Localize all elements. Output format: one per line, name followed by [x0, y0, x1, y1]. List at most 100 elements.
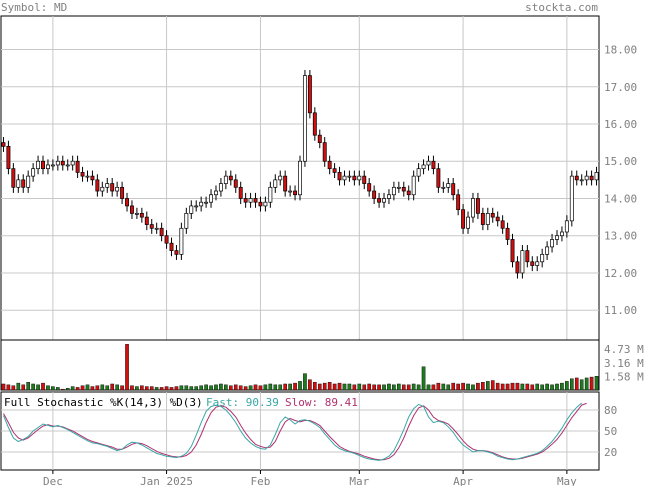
candle-body	[584, 175, 589, 181]
volume-bar	[16, 382, 21, 391]
stochastic-slow-line	[3, 402, 587, 461]
volume-bar	[238, 385, 243, 391]
volume-bar	[525, 383, 530, 391]
volume-axis: 1.58 M3.16 M4.73 M	[604, 343, 644, 383]
volume-bar	[154, 387, 159, 391]
price-axis: 11.00 12.00 13.00 14.00 15.00 16.00 17.00 18.00	[604, 44, 637, 318]
candle-body	[159, 227, 164, 237]
volume-bar	[26, 382, 30, 391]
candle-body	[194, 205, 199, 208]
volume-bar	[60, 388, 65, 391]
candle-body	[139, 213, 144, 218]
volume-bar	[342, 383, 347, 391]
volume-bar	[550, 384, 554, 391]
candle-body	[209, 194, 213, 203]
volume-bar	[451, 382, 456, 391]
volume-bar	[219, 383, 223, 391]
volume-bar	[90, 386, 95, 391]
volume-bar	[431, 384, 436, 391]
candle-body	[451, 183, 456, 196]
candle-body	[214, 190, 218, 196]
candle-body	[347, 175, 352, 178]
candle-body	[70, 160, 75, 166]
candle-body	[105, 183, 110, 188]
candle-body	[431, 160, 436, 170]
volume-bar	[189, 386, 194, 391]
volume-bar	[159, 387, 164, 391]
candle-body	[228, 175, 233, 181]
candle-body	[184, 213, 189, 229]
candle-body	[278, 175, 283, 181]
candle-body	[337, 172, 342, 181]
candle-body	[421, 164, 426, 170]
candle-body	[525, 250, 530, 263]
candle-body	[377, 198, 382, 203]
candle-body	[490, 213, 495, 218]
candle-body	[307, 75, 312, 114]
volume-bar	[510, 382, 515, 391]
candle-body	[555, 235, 559, 240]
volume-bar	[535, 383, 540, 391]
volume-bar	[476, 382, 480, 391]
volume-bar	[500, 383, 505, 391]
candle-body	[466, 216, 470, 229]
volume-bar	[387, 383, 391, 391]
volume-bar	[278, 384, 283, 391]
candle-body	[540, 253, 545, 263]
candle-body	[288, 190, 293, 193]
volume-bar	[140, 385, 144, 391]
candle-body	[441, 186, 446, 189]
volume-bar	[6, 384, 11, 391]
volume-bar	[1, 383, 6, 391]
volume-bar	[169, 387, 174, 391]
stochastic-grid	[1, 392, 599, 470]
candle-body	[164, 235, 169, 244]
stochastic-tick-label: 80	[604, 404, 617, 417]
x-tick-label: Jan 2025	[140, 475, 193, 486]
candle-body	[154, 227, 159, 230]
candle-body	[16, 179, 21, 188]
x-tick-label: Mar	[349, 475, 369, 486]
candle-body	[505, 227, 510, 240]
volume-bar	[115, 384, 119, 391]
candle-body	[75, 160, 80, 173]
volume-bar	[337, 382, 342, 391]
x-tick-label: Dec	[43, 475, 63, 486]
volume-bar	[174, 386, 179, 391]
volume-bar	[574, 377, 579, 391]
candle-body	[342, 175, 347, 181]
candle-body	[495, 216, 500, 222]
candle-body	[65, 164, 70, 167]
candle-body	[500, 220, 505, 229]
volume-bar	[105, 385, 110, 391]
volume-bar	[555, 383, 559, 391]
volume-bar	[421, 366, 426, 391]
volume-bar	[243, 386, 248, 391]
volume-series	[1, 344, 599, 391]
volume-bar	[253, 384, 258, 391]
volume-tick-label: 3.16 M	[604, 357, 644, 370]
volume-bar	[357, 383, 362, 391]
volume-bar	[332, 383, 337, 391]
volume-bar	[283, 383, 287, 391]
candle-body	[134, 213, 139, 215]
candle-body	[204, 201, 209, 204]
volume-bar	[31, 383, 35, 391]
price-tick-label: 13.00	[604, 230, 637, 243]
candle-body	[248, 198, 253, 203]
candle-body	[401, 186, 406, 192]
volume-bar	[293, 382, 297, 391]
candle-body	[263, 201, 268, 207]
candle-body	[243, 198, 248, 203]
volume-bar	[495, 382, 500, 391]
candle-body	[125, 198, 129, 207]
candle-body	[174, 250, 179, 255]
candle-body	[372, 190, 377, 199]
site-label: stockta.com	[525, 1, 598, 14]
candle-body	[80, 172, 85, 177]
volume-bar	[313, 382, 317, 391]
volume-bar	[273, 384, 278, 391]
candle-body	[45, 164, 50, 170]
candle-body	[535, 261, 540, 266]
